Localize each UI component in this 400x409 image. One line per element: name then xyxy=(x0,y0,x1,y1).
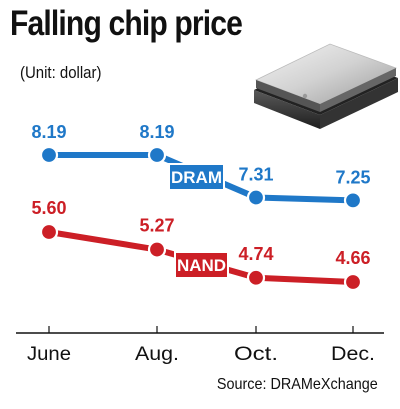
data-label-dram: 7.31 xyxy=(238,165,273,185)
x-tick-label: Aug. xyxy=(135,344,179,365)
data-point-dram xyxy=(343,191,363,210)
data-label-nand: 5.27 xyxy=(139,216,174,236)
data-point-nand xyxy=(343,272,363,292)
data-point-dram xyxy=(147,145,167,165)
series-tag-dram xyxy=(168,163,225,191)
data-label-nand: 4.66 xyxy=(335,248,370,268)
data-label-nand: 5.60 xyxy=(31,198,66,218)
data-label-dram: 7.25 xyxy=(335,167,370,187)
chip-icon xyxy=(254,43,398,129)
data-point-nand xyxy=(246,268,266,287)
x-tick-label: Oct. xyxy=(234,344,278,365)
data-point-dram xyxy=(246,188,266,207)
chart-title: Falling chip price xyxy=(10,4,243,43)
series-tag-nand xyxy=(174,251,229,279)
data-label-nand: 4.74 xyxy=(238,244,273,264)
data-point-nand xyxy=(147,240,167,259)
series-name-dram: DRAM xyxy=(171,168,222,187)
unit-label: (Unit: dollar) xyxy=(20,63,102,82)
x-tick-label: June xyxy=(27,344,71,365)
data-point-dram xyxy=(39,145,59,165)
series-name-nand: NAND xyxy=(177,256,226,275)
data-label-dram: 8.19 xyxy=(31,122,66,142)
x-tick-label: Dec. xyxy=(331,344,375,365)
source-note: Source: DRAMeXchange xyxy=(217,376,378,393)
data-label-dram: 8.19 xyxy=(139,122,174,142)
data-point-nand xyxy=(39,222,59,242)
